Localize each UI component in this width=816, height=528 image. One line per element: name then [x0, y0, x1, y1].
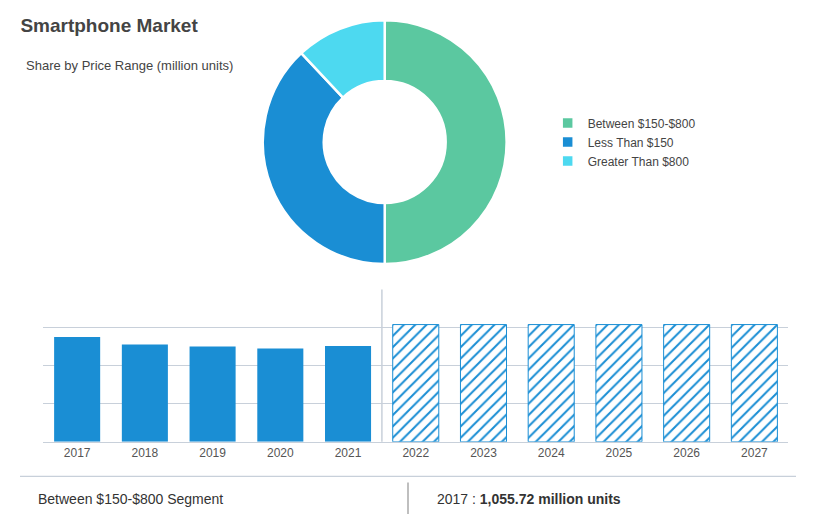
- svg-text:2018: 2018: [132, 446, 159, 460]
- svg-text:2021: 2021: [335, 446, 362, 460]
- svg-text:2025: 2025: [606, 446, 633, 460]
- svg-text:2026: 2026: [673, 446, 700, 460]
- svg-text:2027: 2027: [741, 446, 768, 460]
- svg-text:Between $150-$800: Between $150-$800: [588, 117, 696, 131]
- svg-text:2019: 2019: [199, 446, 226, 460]
- svg-text:2024: 2024: [538, 446, 565, 460]
- svg-text:Smartphone Market: Smartphone Market: [20, 15, 198, 36]
- svg-text:Less Than $150: Less Than $150: [588, 136, 674, 150]
- svg-text:2023: 2023: [470, 446, 497, 460]
- svg-text:2022: 2022: [402, 446, 429, 460]
- svg-text:Greater Than $800: Greater Than $800: [588, 155, 690, 169]
- svg-text:Between $150-$800 Segment: Between $150-$800 Segment: [38, 491, 223, 507]
- svg-text:2017 : 1,055.72 million units: 2017 : 1,055.72 million units: [437, 491, 621, 507]
- svg-text:2020: 2020: [267, 446, 294, 460]
- svg-text:2017: 2017: [64, 446, 91, 460]
- svg-text:Share by Price Range (million: Share by Price Range (million units): [26, 58, 233, 73]
